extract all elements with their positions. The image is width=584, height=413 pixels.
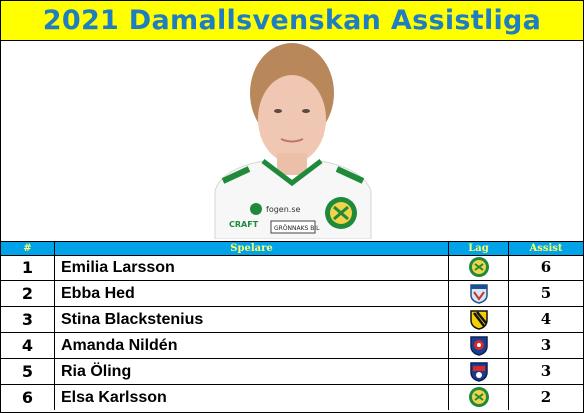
header-rank: #: [1, 242, 55, 255]
hacken-badge-icon: [469, 310, 488, 330]
hammarby-badge-icon: [468, 257, 489, 277]
table-row: 3 Stina Blackstenius 4: [1, 307, 583, 333]
player-name: Ebba Hed: [55, 281, 449, 306]
player-photo: fogen.se CRAFT GRÖNNAKS BIL: [1, 41, 583, 240]
rank-cell: 4: [1, 333, 55, 358]
table-body: 1 Emilia Larsson 6 2 Ebba Hed 5: [1, 255, 583, 411]
team-cell: [449, 359, 509, 384]
table-header: # Spelare Lag Assist: [1, 241, 583, 256]
shirt-sponsor-text: fogen.se: [266, 205, 300, 214]
player-name: Elsa Karlsson: [55, 385, 449, 410]
rosengard-badge-icon: [469, 362, 488, 382]
table-row: 4 Amanda Nildén 3: [1, 333, 583, 359]
table-row: 6 Elsa Karlsson 2: [1, 385, 583, 411]
team-cell: [449, 333, 509, 358]
player-photo-image: fogen.se CRAFT GRÖNNAKS BIL: [214, 43, 372, 240]
rank-cell: 2: [1, 281, 55, 306]
rank-cell: 6: [1, 385, 55, 410]
rank-cell: 1: [1, 255, 55, 280]
header-player: Spelare: [55, 242, 449, 255]
table-row: 1 Emilia Larsson 6: [1, 255, 583, 281]
player-name: Stina Blackstenius: [55, 307, 449, 332]
team-cell: [449, 255, 509, 280]
title-bar: 2021 Damallsvenskan Assistliga: [1, 1, 583, 41]
header-team: Lag: [449, 242, 509, 255]
eskilstuna-badge-icon: [469, 336, 488, 356]
player-name: Emilia Larsson: [55, 255, 449, 280]
player-name: Amanda Nildén: [55, 333, 449, 358]
team-cell: [449, 385, 509, 410]
header-assist: Assist: [529, 243, 563, 254]
assist-cell: 6: [540, 258, 552, 276]
table-row: 5 Ria Öling 3: [1, 359, 583, 385]
player-name: Ria Öling: [55, 359, 449, 384]
rank-cell: 5: [1, 359, 55, 384]
vaxjo-badge-icon: [469, 284, 488, 304]
assist-cell: 3: [540, 362, 552, 380]
assist-cell: 5: [540, 284, 552, 302]
assist-cell: 4: [540, 310, 552, 328]
assist-cell: 3: [540, 336, 552, 354]
page-title: 2021 Damallsvenskan Assistliga: [42, 5, 542, 36]
assist-cell: 2: [540, 388, 552, 406]
team-cell: [449, 281, 509, 306]
hammarby-badge-icon: [468, 387, 489, 407]
team-cell: [449, 307, 509, 332]
shirt-sponsor2-text: GRÖNNAKS BIL: [274, 225, 320, 232]
table-row: 2 Ebba Hed 5: [1, 281, 583, 307]
rank-cell: 3: [1, 307, 55, 332]
shirt-brand-text: CRAFT: [229, 220, 259, 229]
